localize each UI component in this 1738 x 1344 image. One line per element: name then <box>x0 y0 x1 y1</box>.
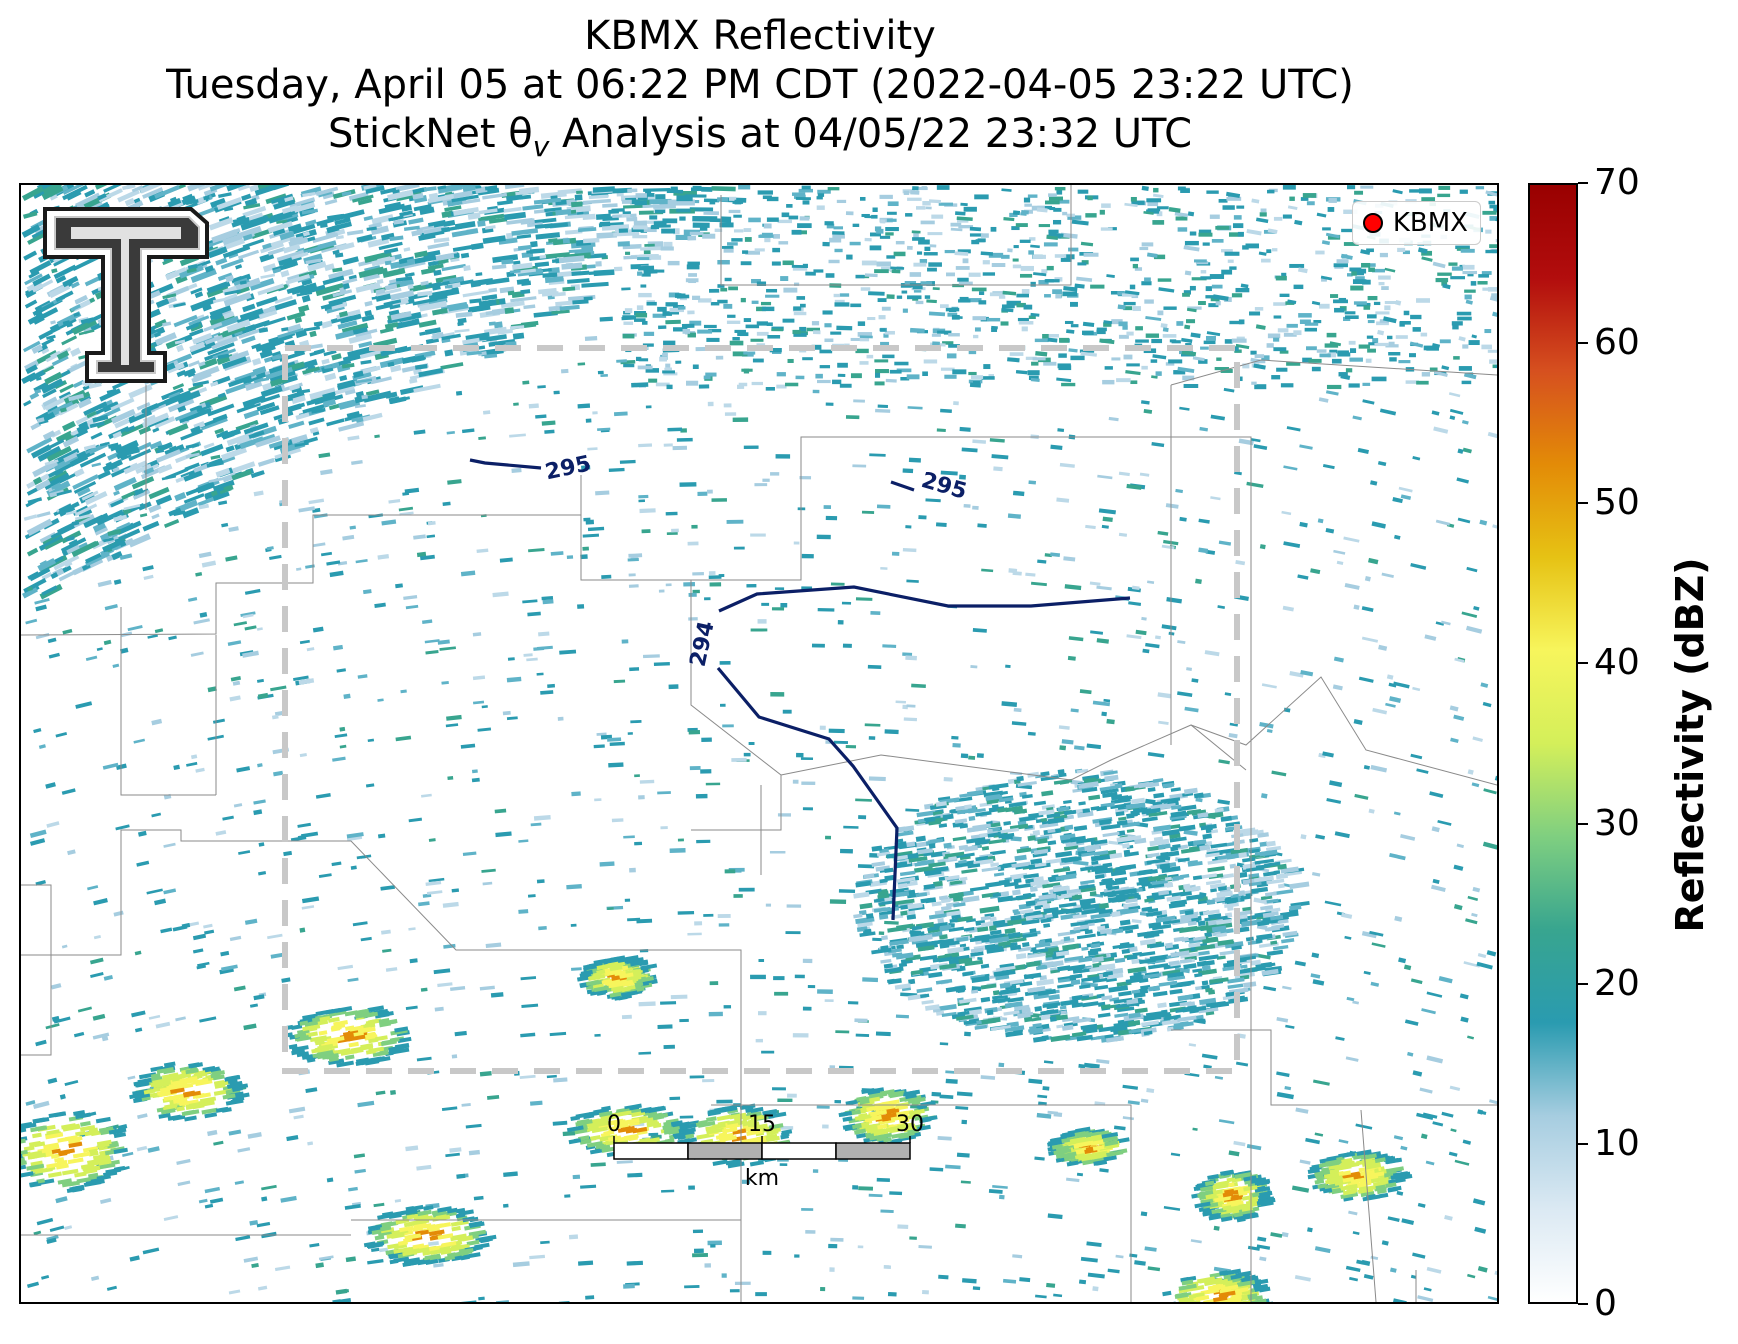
colorbar-tick-mark <box>1578 1303 1588 1305</box>
colorbar-tick-mark <box>1578 342 1588 345</box>
county-line <box>120 607 216 796</box>
colorbar-tick-label: 10 <box>1594 1122 1640 1164</box>
county-line <box>1170 359 1497 386</box>
county-boundaries <box>21 185 1497 1302</box>
radar-site-marker-icon <box>1362 213 1383 233</box>
figure-title: KBMX Reflectivity Tuesday, April 05 at 0… <box>0 12 1520 171</box>
colorbar-tick-label: 50 <box>1594 482 1640 524</box>
legend-label: KBMX <box>1392 208 1468 238</box>
theta-v-contours <box>469 458 1131 921</box>
county-line <box>720 185 1072 286</box>
colorbar-tick-label: 60 <box>1594 322 1640 364</box>
colorbar-tick-label: 40 <box>1594 642 1640 684</box>
map-canvas: 295 295 294 0 15 30 km <box>21 185 1497 1302</box>
scale-unit-label: km <box>745 1166 779 1191</box>
contour-294-south <box>716 666 899 921</box>
contour-294-north <box>718 585 1131 613</box>
colorbar-tick-label: 0 <box>1594 1283 1617 1324</box>
county-line <box>711 1104 1132 1302</box>
colorbar-tick-mark <box>1578 822 1588 825</box>
scale-label-15: 15 <box>748 1112 776 1137</box>
scale-label-30: 30 <box>896 1112 924 1137</box>
scale-bar-segment <box>613 1142 689 1160</box>
title-line-1: KBMX Reflectivity <box>584 13 936 59</box>
colorbar-tick-label: 30 <box>1594 802 1640 844</box>
scale-bar-segment <box>761 1142 837 1160</box>
county-line <box>1171 1029 1497 1106</box>
map-legend: KBMX <box>1351 201 1481 245</box>
county-line <box>1190 676 1497 786</box>
county-line <box>21 829 742 1302</box>
colorbar-tick-mark <box>1578 182 1588 184</box>
colorbar-tick-label: 70 <box>1594 162 1640 203</box>
scale-bar-segment <box>835 1142 911 1160</box>
colorbar-tick-mark <box>1578 982 1588 985</box>
colorbar-tick-label: 20 <box>1594 962 1640 1004</box>
reflectivity-colorbar <box>1528 183 1578 1304</box>
title-line-2: Tuesday, April 05 at 06:22 PM CDT (2022-… <box>166 62 1354 108</box>
county-line <box>580 436 1252 1302</box>
colorbar-tick-mark <box>1578 502 1588 505</box>
county-line <box>1360 1109 1377 1302</box>
texas-tech-logo-icon <box>43 207 209 383</box>
county-line <box>21 884 52 1056</box>
county-line <box>690 580 782 831</box>
colorbar-title: Reflectivity (dBZ) <box>1668 557 1712 933</box>
reflectivity-echoes <box>21 185 1497 1302</box>
contour-label-295-west: 295 <box>543 451 593 485</box>
contour-295-east <box>890 480 915 492</box>
county-line <box>780 724 1247 781</box>
title-line-3: StickNet θv Analysis at 04/05/22 23:32 U… <box>327 111 1193 163</box>
analysis-domain-box <box>282 345 1240 1074</box>
map-panel[interactable]: 295 295 294 0 15 30 km KBMX <box>19 183 1499 1304</box>
scale-label-0: 0 <box>607 1112 621 1137</box>
contour-295-west <box>469 458 542 470</box>
scale-bar: 0 15 30 km <box>607 1112 924 1191</box>
colorbar-tick-mark <box>1578 1142 1588 1145</box>
scale-bar-segment <box>687 1142 763 1160</box>
colorbar-tick-mark <box>1578 662 1588 665</box>
